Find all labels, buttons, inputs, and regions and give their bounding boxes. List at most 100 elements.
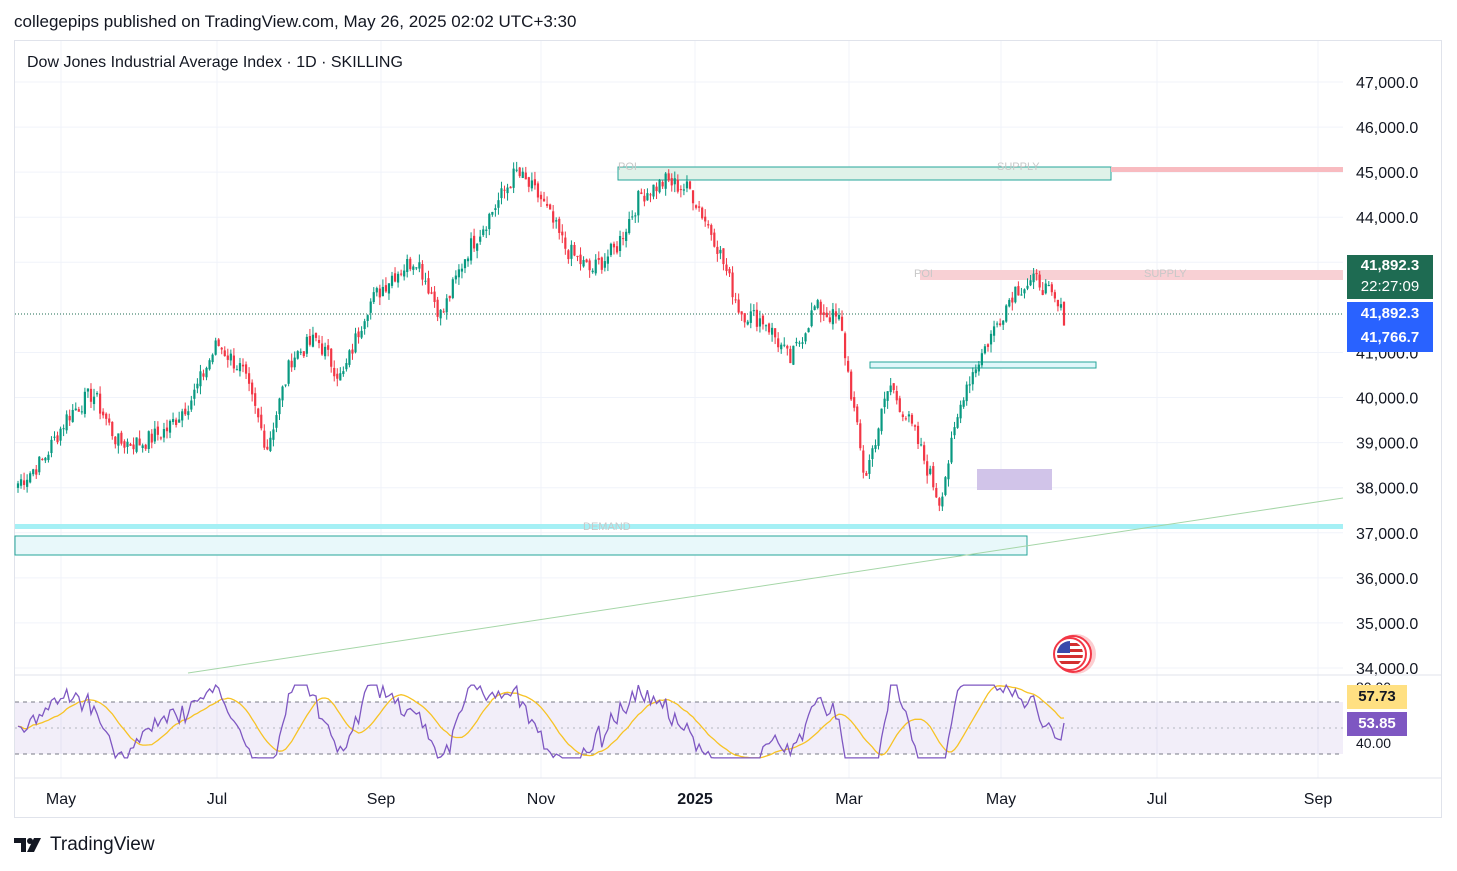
candle-body (41, 459, 44, 461)
candle-body (749, 311, 752, 323)
candle-body (275, 415, 278, 428)
candle-body (880, 408, 883, 432)
candle-body (536, 183, 540, 198)
rsi-line (17, 683, 1065, 760)
candle-body (713, 232, 716, 247)
time-axis[interactable]: May Jul Sep Nov 2025 Mar May Jul Sep (46, 791, 1332, 808)
candle-body (135, 437, 138, 452)
candle-body (89, 388, 93, 402)
candle-body (68, 415, 71, 421)
zone-label-supply-top: SUPPLY (997, 161, 1040, 173)
candle-body (205, 367, 208, 378)
candle-body (992, 326, 996, 336)
candle-body (403, 270, 406, 277)
price-tick: 45,000.0 (1356, 165, 1418, 182)
candle-body (977, 364, 980, 372)
candle-body (436, 299, 439, 317)
candle-body (32, 469, 35, 475)
candle-body (746, 321, 749, 325)
time-tick: 2025 (677, 791, 713, 808)
candle-body (257, 408, 260, 418)
candle-body (445, 298, 448, 313)
candle-body (92, 396, 96, 405)
candle-body (956, 417, 959, 428)
candle-body (770, 327, 774, 335)
candle-body (774, 328, 777, 338)
candle-body (375, 288, 378, 293)
candle-body (220, 347, 223, 350)
candle-body (761, 315, 765, 325)
trendline (187, 497, 1344, 674)
candle-body (244, 364, 248, 374)
candle-body (1008, 299, 1011, 307)
candle-body (859, 423, 862, 449)
candle-body (105, 413, 108, 419)
candle-body (80, 411, 83, 413)
candle-body (698, 206, 701, 208)
candle-body (573, 245, 576, 256)
candle-body (655, 186, 658, 192)
candle-body (646, 193, 649, 201)
candle-body (810, 310, 813, 327)
candle-body (661, 181, 664, 187)
candle-body (226, 355, 229, 360)
zone-labels: POI SUPPLY POI SUPPLY DEMAND (583, 161, 1187, 533)
candle-body (1047, 285, 1050, 287)
candle-body (545, 203, 549, 206)
candle-body (369, 301, 372, 313)
candle-body (509, 186, 512, 189)
candle-body (241, 364, 245, 367)
candle-body (415, 267, 418, 269)
symbol-title[interactable]: Dow Jones Industrial Average Index · 1D … (27, 54, 403, 71)
candle-body (704, 216, 707, 222)
candle-body (795, 341, 798, 344)
last-price-value: 41,892.3 (1360, 257, 1420, 274)
candle-body (144, 444, 147, 449)
candle-body (701, 207, 704, 219)
candle-body (448, 295, 451, 299)
candle-body (755, 309, 758, 327)
candle-body (752, 310, 755, 312)
candle-body (181, 411, 184, 421)
candle-body (497, 200, 500, 208)
zones (14, 166, 1344, 674)
tradingview-logo[interactable]: TradingView (14, 834, 155, 856)
candle-body (1026, 285, 1029, 289)
candle-body (366, 315, 369, 321)
candle-body (612, 243, 616, 248)
candle-body (71, 409, 74, 422)
candle-body (935, 487, 938, 498)
candle-body (926, 461, 929, 476)
candle-body (670, 178, 673, 186)
candle-body (904, 418, 907, 420)
us-flag-event-icon[interactable] (1053, 634, 1096, 674)
last-price-tag: 41,892.3 22:27:09 (1347, 255, 1433, 299)
candle-body (168, 420, 172, 433)
candle-body (184, 408, 187, 415)
time-tick: Sep (1304, 791, 1333, 808)
candle-body (35, 469, 38, 475)
candle-body (120, 432, 123, 444)
candle-body (424, 280, 427, 282)
publisher-line: collegepips published on TradingView.com… (14, 12, 577, 31)
candle-body (153, 428, 156, 442)
candle-body (83, 391, 86, 414)
candle-body (1059, 304, 1063, 308)
candle-body (1014, 286, 1017, 303)
candle-body (372, 292, 375, 302)
candle-body (165, 427, 169, 432)
candle-body (564, 237, 567, 249)
candle-body (758, 318, 762, 327)
candle-body (50, 439, 53, 454)
candle-body (156, 426, 159, 435)
rsi-pane[interactable]: 80.00 40.00 (15, 674, 1441, 760)
price-axis[interactable]: 47,000.046,000.045,000.044,000.043,000.0… (1356, 75, 1418, 678)
candle-body (980, 353, 984, 366)
candle-body (284, 384, 287, 386)
candle-body (971, 372, 974, 385)
candle-body (515, 169, 518, 171)
candle-body (837, 314, 841, 320)
candle-body (235, 369, 239, 371)
candle-body (974, 369, 977, 374)
